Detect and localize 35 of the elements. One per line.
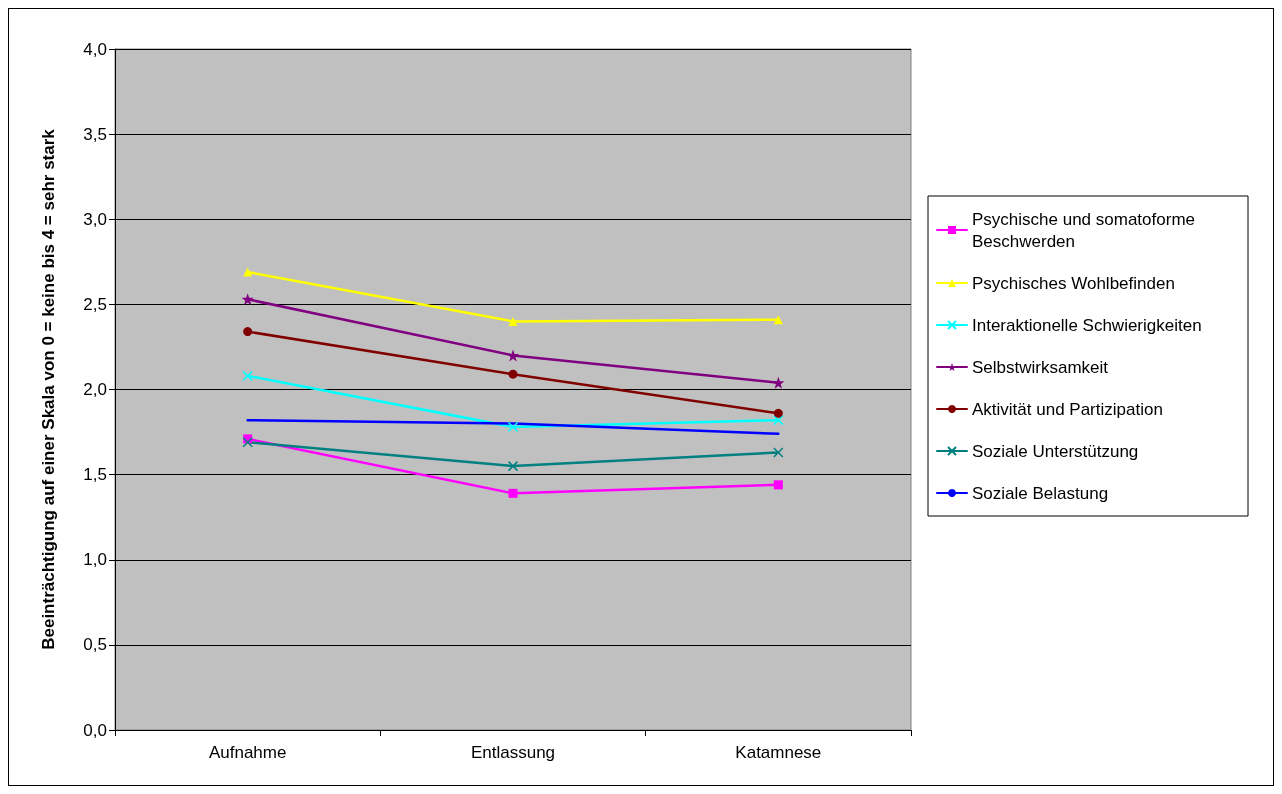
y-tick-label: 3,0 — [83, 209, 107, 229]
legend-label: Interaktionelle Schwierigkeiten — [972, 315, 1202, 335]
y-tick-label: 3,5 — [83, 124, 107, 144]
point — [773, 408, 783, 418]
point — [773, 414, 784, 426]
y-tick-label: 2,0 — [83, 380, 107, 399]
point — [773, 480, 783, 490]
point — [242, 437, 253, 448]
legend-label: Soziale Unterstützung — [972, 441, 1139, 461]
point — [507, 460, 519, 472]
point — [242, 370, 253, 382]
point — [507, 349, 519, 362]
point — [507, 421, 519, 433]
y-tick-label: 4,0 — [83, 39, 107, 59]
point — [508, 488, 518, 498]
legend-label: Soziale Belastung — [972, 483, 1109, 503]
x-tick-label: Katamnese — [735, 743, 822, 762]
point — [241, 293, 254, 306]
point — [508, 316, 518, 326]
y-tick-label: 0,5 — [83, 635, 107, 655]
point — [508, 369, 518, 379]
y-axis-title: Beeinträchtigung auf einer Skala von 0 = keine bis 4 = sehr stark — [39, 128, 58, 650]
y-tick-label: 0,0 — [83, 720, 107, 740]
x-tick-label: Aufnahme — [208, 743, 287, 762]
point — [773, 447, 784, 458]
y-tick-label: 1,0 — [83, 550, 107, 570]
point — [243, 327, 253, 337]
x-tick-label: Entlassung — [470, 743, 556, 762]
legend-label: Psychisches Wohlbefinden — [972, 273, 1175, 293]
legend-label: Selbstwirksamkeit — [972, 357, 1109, 377]
legend-label: Aktivität und Partizipation — [972, 399, 1163, 419]
y-tick-label: 1,5 — [83, 465, 107, 485]
y-tick-label: 2,5 — [83, 294, 107, 314]
point — [243, 267, 253, 277]
legend-label: Psychische und somatoforme Beschwerden — [972, 209, 1200, 251]
